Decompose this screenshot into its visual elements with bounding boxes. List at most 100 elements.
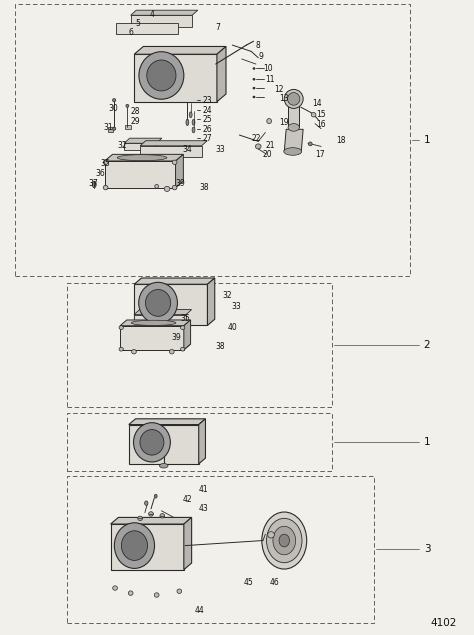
Text: 8: 8 [256,41,261,50]
Text: 46: 46 [270,578,280,587]
Polygon shape [184,320,191,350]
Polygon shape [129,419,205,425]
Polygon shape [124,144,156,150]
Ellipse shape [266,518,302,563]
Ellipse shape [121,531,147,561]
Ellipse shape [189,112,192,117]
Bar [125,125,131,130]
Text: 10: 10 [263,64,273,73]
Ellipse shape [114,523,155,568]
Ellipse shape [132,349,137,354]
Ellipse shape [279,534,290,547]
Ellipse shape [128,591,133,596]
Ellipse shape [186,119,189,126]
Text: 39: 39 [172,333,182,342]
Ellipse shape [192,119,195,125]
Bar [109,128,113,133]
Ellipse shape [255,144,261,149]
Text: 37: 37 [88,178,98,188]
Text: 17: 17 [315,149,325,159]
Ellipse shape [311,112,316,117]
Bar [67,413,331,471]
Text: 3: 3 [424,544,430,554]
Ellipse shape [288,124,300,131]
Ellipse shape [145,501,148,505]
Text: 41: 41 [198,485,208,494]
Ellipse shape [164,186,170,191]
Ellipse shape [253,96,255,98]
Ellipse shape [253,78,255,81]
Text: 25: 25 [203,116,213,124]
Ellipse shape [139,283,177,323]
Text: 27: 27 [203,135,213,144]
Text: 16: 16 [317,120,326,129]
Text: 19: 19 [280,118,289,127]
Text: 32: 32 [118,141,128,150]
Ellipse shape [284,90,303,109]
Polygon shape [120,326,184,350]
Text: 26: 26 [203,125,213,134]
Ellipse shape [126,104,129,107]
Ellipse shape [113,586,118,591]
Ellipse shape [273,526,296,555]
Polygon shape [184,518,191,570]
Text: 39: 39 [175,178,185,188]
Ellipse shape [138,516,143,521]
Text: 38: 38 [199,183,209,192]
Text: 30: 30 [109,104,118,113]
Ellipse shape [172,185,177,190]
Text: 15: 15 [317,110,326,119]
Polygon shape [134,54,217,102]
Ellipse shape [155,593,159,598]
Text: 28: 28 [131,107,140,116]
Polygon shape [105,181,183,187]
Polygon shape [140,141,207,146]
Text: 44: 44 [194,606,204,615]
Polygon shape [131,10,198,15]
Text: 40: 40 [228,323,237,332]
Ellipse shape [119,347,123,351]
Polygon shape [208,278,215,325]
Polygon shape [199,419,205,464]
Text: 29: 29 [131,117,140,126]
Ellipse shape [103,185,108,190]
Ellipse shape [117,155,167,161]
Ellipse shape [149,512,154,516]
Polygon shape [117,23,178,34]
Text: 13: 13 [280,95,289,104]
Text: 1: 1 [424,437,430,446]
Ellipse shape [155,494,157,498]
Text: 12: 12 [274,85,283,94]
Ellipse shape [140,429,164,455]
Text: 35: 35 [101,159,110,168]
Ellipse shape [112,127,116,130]
Ellipse shape [181,347,185,351]
Text: 4: 4 [150,10,155,19]
Text: 23: 23 [203,96,213,105]
Polygon shape [110,518,191,524]
Polygon shape [175,154,183,187]
Ellipse shape [172,160,177,164]
Ellipse shape [155,184,158,188]
Polygon shape [105,161,175,187]
Polygon shape [124,138,162,144]
Text: 33: 33 [216,145,226,154]
Text: 33: 33 [231,302,241,311]
Polygon shape [120,320,191,326]
Text: 42: 42 [182,495,192,504]
Text: 36: 36 [95,168,105,178]
Ellipse shape [177,589,182,594]
Text: 24: 24 [203,106,213,115]
Ellipse shape [262,512,307,569]
Ellipse shape [192,127,195,133]
Polygon shape [105,154,183,161]
Bar [67,283,331,408]
Polygon shape [288,102,300,128]
Polygon shape [120,344,191,350]
Text: 7: 7 [216,23,220,32]
Bar [15,4,410,276]
Polygon shape [134,315,186,323]
Text: 2: 2 [424,340,430,350]
Polygon shape [217,46,226,102]
Ellipse shape [181,326,185,330]
